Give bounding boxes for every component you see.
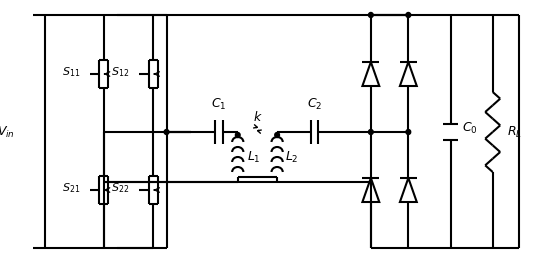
Text: $L_1$: $L_1$ [247, 149, 261, 165]
Text: $L_2$: $L_2$ [285, 149, 298, 165]
Text: k: k [254, 111, 261, 124]
Text: $C_1$: $C_1$ [211, 97, 227, 112]
Text: $V_{in}$: $V_{in}$ [0, 124, 15, 140]
Text: $S_{21}$: $S_{21}$ [62, 181, 80, 195]
Text: $S_{11}$: $S_{11}$ [62, 65, 80, 79]
Circle shape [406, 129, 411, 134]
Circle shape [368, 129, 373, 134]
Text: $S_{12}$: $S_{12}$ [111, 65, 129, 79]
Text: $S_{22}$: $S_{22}$ [111, 181, 129, 195]
Text: $C_2$: $C_2$ [307, 97, 322, 112]
Circle shape [164, 129, 169, 134]
Text: $R_L$: $R_L$ [507, 124, 522, 140]
Text: $C_0$: $C_0$ [462, 120, 478, 135]
Circle shape [236, 133, 240, 138]
FancyArrowPatch shape [257, 130, 261, 133]
Circle shape [368, 13, 373, 18]
FancyArrowPatch shape [254, 125, 257, 128]
Circle shape [275, 133, 279, 138]
Circle shape [406, 13, 411, 18]
